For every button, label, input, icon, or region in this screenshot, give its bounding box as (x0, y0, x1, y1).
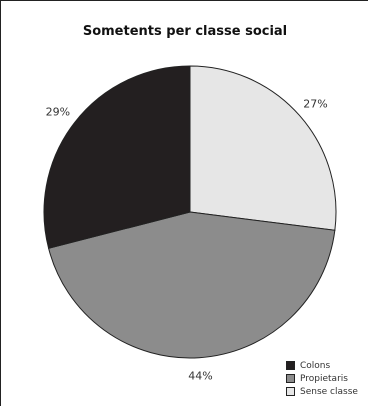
slice-propietaris (47, 211, 336, 359)
legend-label-propietaris: Propietaris (300, 373, 348, 384)
legend-label-colons: Colons (300, 360, 331, 371)
legend-swatch-colons (286, 361, 295, 370)
slice-label-sense-classe: 27% (303, 98, 327, 111)
legend-swatch-sense-classe (286, 387, 295, 396)
legend-item-colons: Colons (286, 359, 358, 372)
slice-label-colons: 29% (46, 105, 70, 118)
slice-label-propietaris: 44% (188, 370, 212, 383)
legend-label-sense-classe: Sense classe (300, 386, 358, 397)
chart-title: Sometents per classe social (82, 24, 288, 39)
slice-colons (43, 65, 191, 249)
legend: Colons Propietaris Sense classe (286, 359, 358, 398)
slice-sense-classe (189, 65, 337, 231)
legend-item-propietaris: Propietaris (286, 372, 358, 385)
legend-item-sense-classe: Sense classe (286, 385, 358, 398)
legend-swatch-propietaris (286, 374, 295, 383)
